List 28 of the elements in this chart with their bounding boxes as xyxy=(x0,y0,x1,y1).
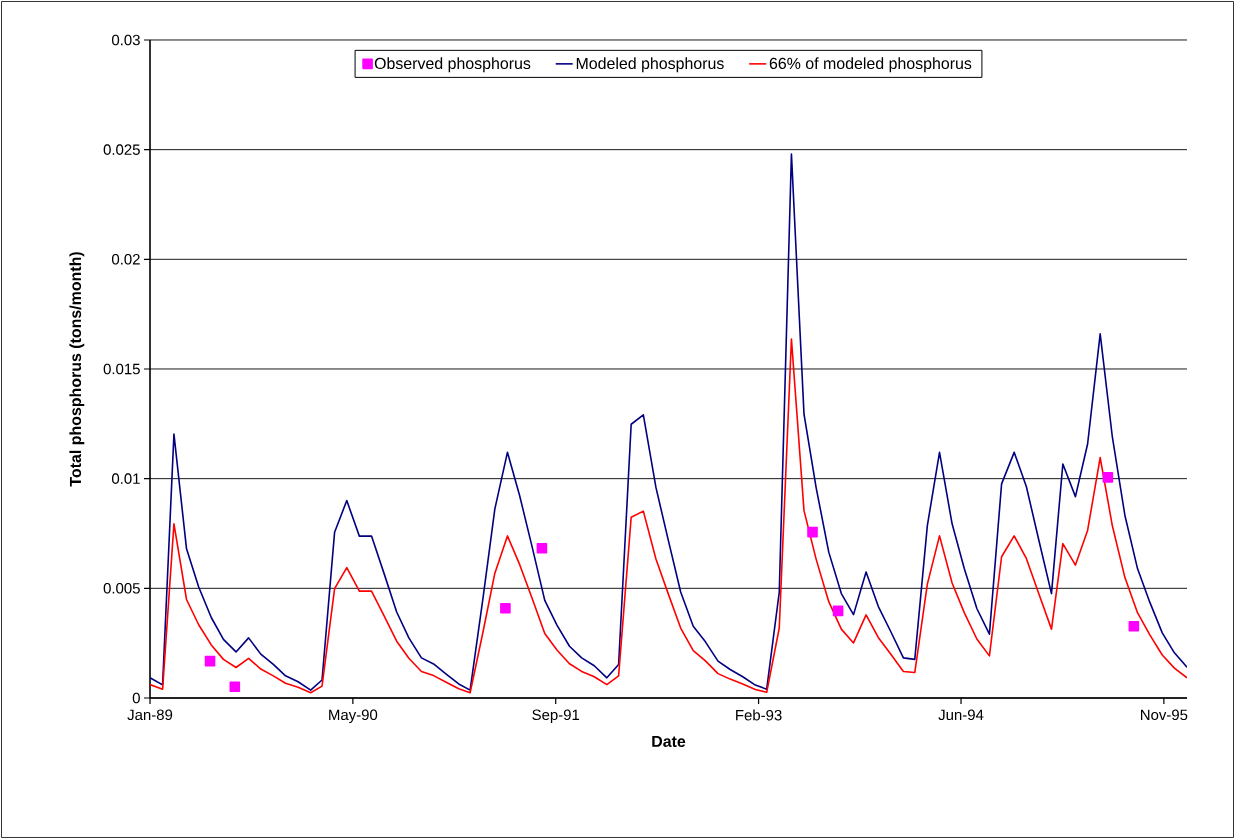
y-tick-label: 0.005 xyxy=(103,583,140,594)
y-tick-label: 0.01 xyxy=(111,473,140,484)
line-series xyxy=(150,338,1187,694)
y-tick-label: 0.025 xyxy=(103,144,140,155)
x-tick-label: Sep-91 xyxy=(532,709,580,724)
x-tick-label: May-90 xyxy=(329,709,378,724)
legend-label: Observed phosphorus xyxy=(374,57,531,73)
legend-label: Modeled phosphorus xyxy=(576,57,724,73)
y-tick-label: 0 xyxy=(132,692,140,704)
x-tick-label: Nov-95 xyxy=(1141,709,1188,721)
legend-label: 66% of modeled phosphorus xyxy=(769,57,972,73)
y-tick-label: 0.03 xyxy=(111,34,140,46)
point xyxy=(229,681,241,693)
point xyxy=(500,602,511,614)
y-tick-label: 0.02 xyxy=(111,254,140,265)
x-axis-title: Date xyxy=(652,735,686,747)
point xyxy=(832,605,844,617)
point xyxy=(1102,472,1114,483)
x-tick-label: Jan-89 xyxy=(127,709,173,721)
y-tick-label: 0.015 xyxy=(103,363,140,375)
point xyxy=(204,655,216,667)
line-series xyxy=(150,153,1187,691)
point xyxy=(536,542,548,554)
y-axis-title: Total phosphorus (tons/month) xyxy=(69,252,85,487)
x-tick-label: Feb-93 xyxy=(736,709,782,721)
point xyxy=(1128,620,1140,632)
x-tick-label: Jun-94 xyxy=(938,709,984,721)
point xyxy=(807,526,818,538)
